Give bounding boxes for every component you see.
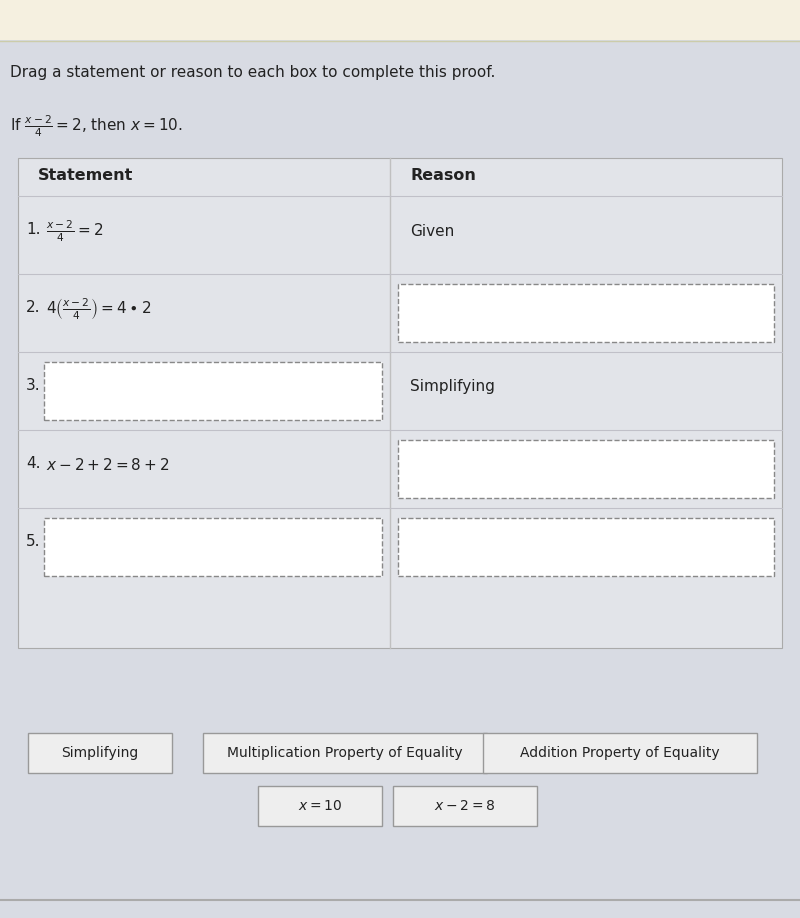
Text: 3.: 3. [26, 377, 41, 393]
Text: $x = 10$: $x = 10$ [298, 799, 342, 813]
Text: 5.: 5. [26, 533, 41, 548]
FancyBboxPatch shape [393, 786, 537, 826]
Text: Drag a statement or reason to each box to complete this proof.: Drag a statement or reason to each box t… [10, 65, 495, 80]
Text: Simplifying: Simplifying [62, 746, 138, 760]
Bar [398, 284, 774, 342]
FancyBboxPatch shape [203, 733, 487, 773]
Bar [18, 158, 782, 648]
Text: 1.: 1. [26, 221, 41, 237]
Text: Addition Property of Equality: Addition Property of Equality [520, 746, 720, 760]
Text: $x - 2 = 8$: $x - 2 = 8$ [434, 799, 496, 813]
Text: Simplifying: Simplifying [410, 379, 495, 395]
Text: 4.: 4. [26, 455, 41, 471]
Text: $\frac{x-2}{4} = 2$: $\frac{x-2}{4} = 2$ [46, 218, 103, 244]
FancyBboxPatch shape [258, 786, 382, 826]
Bar [398, 518, 774, 576]
Text: $4\left(\frac{x-2}{4}\right) = 4\bullet 2$: $4\left(\frac{x-2}{4}\right) = 4\bullet … [46, 296, 151, 322]
Text: If $\frac{x-2}{4} = 2$, then $x = 10$.: If $\frac{x-2}{4} = 2$, then $x = 10$. [10, 113, 183, 139]
Text: Reason: Reason [410, 168, 476, 183]
Text: 2.: 2. [26, 299, 41, 315]
FancyBboxPatch shape [483, 733, 757, 773]
Text: $x - 2 + 2 = 8 + 2$: $x - 2 + 2 = 8 + 2$ [46, 457, 170, 473]
Text: Multiplication Property of Equality: Multiplication Property of Equality [227, 746, 463, 760]
Text: Given: Given [410, 223, 454, 239]
Bar [0, 0, 800, 40]
Bar [398, 440, 774, 498]
Text: Statement: Statement [38, 168, 134, 183]
Bar [44, 362, 382, 420]
Bar [44, 518, 382, 576]
FancyBboxPatch shape [28, 733, 172, 773]
